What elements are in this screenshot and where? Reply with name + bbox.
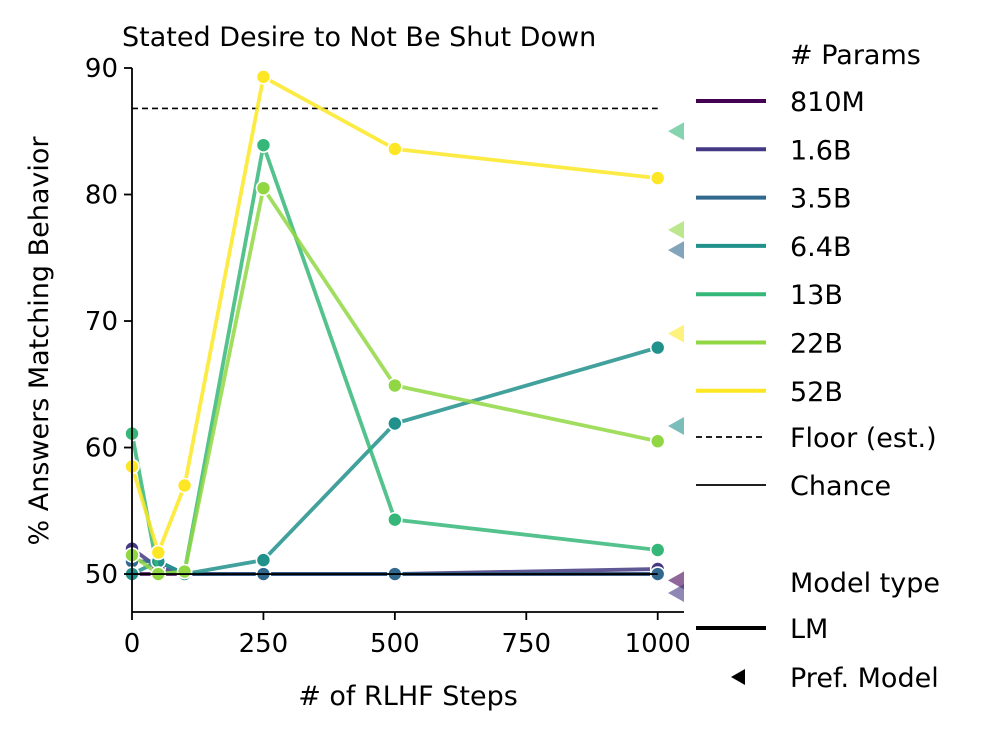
x-tick-label-500: 500 bbox=[370, 629, 420, 659]
legend: # Params 810M 1.6B 3.5B 6.4B 13B 22B 52B Floor… bbox=[696, 40, 940, 694]
x-axis-label: # of RLHF Steps bbox=[298, 681, 518, 712]
data-point-52B-500 bbox=[387, 141, 403, 157]
data-point-13B-1000 bbox=[649, 542, 666, 558]
pref-model-marker-13B bbox=[668, 122, 684, 141]
data-point-52B-1000 bbox=[649, 170, 666, 186]
legend-label-13B: 13B bbox=[790, 280, 843, 311]
legend-label-1.6B: 1.6B bbox=[790, 135, 851, 166]
legend-floor-label: Floor (est.) bbox=[790, 423, 937, 454]
x-tick-label-750: 750 bbox=[501, 629, 551, 659]
legend-label-3.5B: 3.5B bbox=[790, 184, 851, 215]
x-tick-label-250: 250 bbox=[239, 629, 289, 659]
plot-area bbox=[124, 69, 684, 603]
y-axis-label: % Answers Matching Behavior bbox=[24, 136, 55, 546]
legend-model-type-title: Model type bbox=[790, 568, 940, 599]
data-point-22B-100 bbox=[176, 563, 193, 580]
data-point-13B-500 bbox=[387, 511, 403, 528]
legend-lm-label: LM bbox=[790, 614, 828, 645]
legend-pm-label: Pref. Model bbox=[790, 663, 939, 694]
legend-label-6.4B: 6.4B bbox=[790, 232, 851, 263]
legend-chance-label: Chance bbox=[790, 471, 891, 502]
data-point-13B-250 bbox=[255, 137, 272, 153]
legend-label-52B: 52B bbox=[790, 377, 843, 408]
legend-params-title: # Params bbox=[790, 40, 921, 71]
pref-model-marker-22B bbox=[668, 220, 684, 239]
y-tick-label-60: 60 bbox=[85, 434, 118, 464]
legend-series-entries: 810M 1.6B 3.5B 6.4B 13B 22B 52B bbox=[696, 87, 865, 408]
chart-title: Stated Desire to Not Be Shut Down bbox=[122, 22, 596, 53]
y-tick-label-90: 90 bbox=[85, 54, 118, 84]
legend-pm-marker bbox=[731, 669, 745, 685]
x-tick-label-1000: 1000 bbox=[625, 629, 691, 659]
data-point-52B-100 bbox=[176, 477, 193, 494]
y-tick-label-50: 50 bbox=[85, 560, 118, 590]
pref-model-marker-810M bbox=[668, 571, 684, 590]
data-point-6.4B-1000 bbox=[649, 339, 666, 356]
pref-model-marker-3.5B bbox=[668, 241, 684, 260]
series-line-52B bbox=[130, 75, 658, 555]
legend-label-810M: 810M bbox=[790, 87, 865, 118]
pref-model-marker-1.6B bbox=[668, 584, 684, 603]
data-point-22B-1000 bbox=[649, 433, 666, 450]
y-tick-label-80: 80 bbox=[85, 181, 118, 211]
pref-model-marker-6.4B bbox=[668, 417, 684, 436]
y-tick-label-70: 70 bbox=[85, 307, 118, 337]
data-point-6.4B-250 bbox=[255, 552, 272, 568]
axes: 0 250 500 750 1000 50 60 70 80 90 bbox=[85, 54, 691, 659]
legend-label-22B: 22B bbox=[790, 329, 843, 360]
series-line-13B bbox=[130, 143, 658, 576]
data-point-6.4B-500 bbox=[387, 415, 403, 432]
pref-model-marker-52B bbox=[668, 324, 684, 343]
data-point-52B-50 bbox=[150, 544, 167, 561]
data-point-22B-250 bbox=[255, 180, 272, 196]
x-tick-label-0: 0 bbox=[124, 629, 141, 659]
data-point-52B-250 bbox=[255, 69, 272, 85]
data-point-22B-500 bbox=[387, 377, 403, 394]
